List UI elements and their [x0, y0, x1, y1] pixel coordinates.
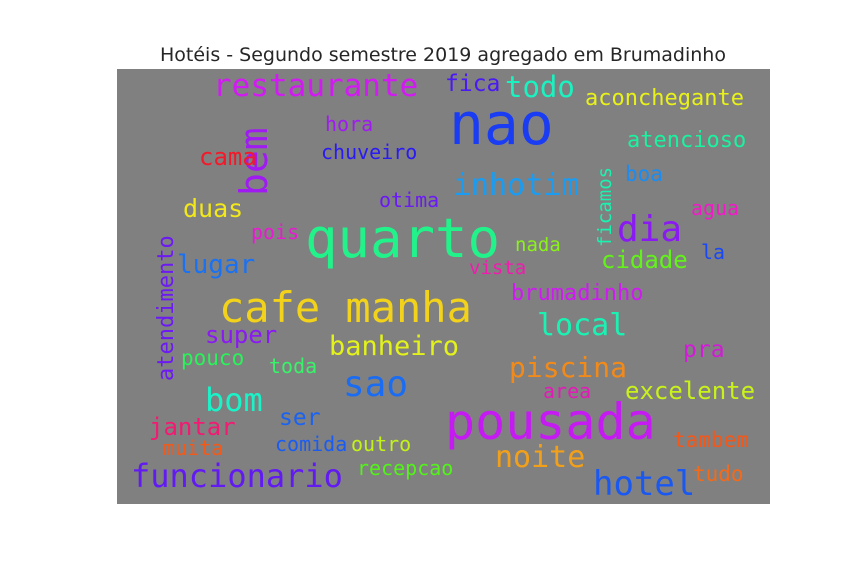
word-sao: sao — [343, 364, 408, 405]
word-bem: bem — [232, 127, 276, 196]
word-jantar: jantar — [149, 413, 236, 441]
word-la: la — [701, 240, 725, 264]
word-brumadinho: brumadinho — [511, 281, 643, 306]
word-lugar: lugar — [177, 250, 255, 280]
word-outro: outro — [351, 432, 411, 456]
word-pois: pois — [251, 220, 299, 244]
word-super: super — [205, 321, 277, 349]
word-cidade: cidade — [601, 246, 688, 274]
word-quarto: quarto — [305, 207, 500, 270]
word-tudo: tudo — [693, 462, 744, 486]
word-nada: nada — [515, 234, 561, 256]
word-agua: agua — [691, 196, 739, 220]
word-restaurante: restaurante — [213, 69, 418, 104]
word-duas: duas — [183, 194, 243, 223]
cloud-background — [117, 69, 770, 504]
word-hora: hora — [325, 112, 373, 136]
word-cafe-manha: cafe manha — [219, 283, 472, 332]
word-ser: ser — [279, 405, 321, 431]
chart-title: Hotéis - Segundo semestre 2019 agregado … — [160, 44, 726, 66]
word-excelente: excelente — [625, 377, 755, 405]
word-pra: pra — [683, 337, 725, 363]
word-fica: fica — [445, 71, 500, 97]
word-tambem: tambem — [673, 428, 749, 452]
word-local: local — [537, 308, 627, 343]
word-funcionario: funcionario — [131, 457, 343, 495]
word-atendimento: atendimento — [154, 235, 179, 381]
word-nao: nao — [449, 90, 554, 158]
word-vista: vista — [469, 257, 526, 279]
word-todo: todo — [505, 70, 575, 104]
word-toda: toda — [269, 354, 317, 378]
word-pouco: pouco — [181, 346, 244, 370]
word-chuveiro: chuveiro — [321, 140, 417, 164]
word-dia: dia — [617, 209, 682, 250]
word-inhotim: inhotim — [453, 168, 579, 203]
word-otima: otima — [379, 188, 439, 212]
word-banheiro: banheiro — [329, 331, 459, 362]
word-cloud: nao quarto cafe manha pousada restaurante bem… — [117, 69, 770, 504]
word-atencioso: atencioso — [627, 128, 746, 153]
word-recepcao: recepcao — [357, 456, 453, 480]
word-hotel: hotel — [593, 464, 695, 504]
word-cama: cama — [199, 143, 257, 171]
word-ficamos: ficamos — [594, 167, 616, 247]
word-area: area — [543, 379, 591, 403]
word-piscina: piscina — [509, 351, 627, 384]
word-noite: noite — [495, 440, 585, 475]
word-muita: muita — [163, 436, 223, 460]
word-aconchegante: aconchegante — [585, 86, 744, 111]
word-comida: comida — [275, 432, 347, 456]
word-boa: boa — [625, 162, 663, 186]
word-bom: bom — [205, 381, 263, 419]
word-pousada: pousada — [445, 393, 656, 451]
